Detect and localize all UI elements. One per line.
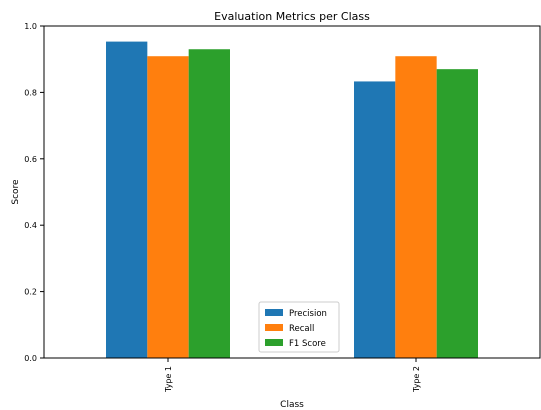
bar-recall-type-2 bbox=[395, 56, 437, 359]
y-tick-label: 0.2 bbox=[24, 288, 37, 297]
bar-f1-score-type-1 bbox=[188, 49, 230, 359]
bar-precision-type-2 bbox=[354, 81, 396, 358]
y-tick-label: 0.0 bbox=[24, 354, 37, 363]
bar-precision-type-1 bbox=[106, 41, 148, 358]
x-tick-label: Type 2 bbox=[412, 366, 421, 393]
legend-label-precision: Precision bbox=[289, 309, 327, 319]
x-axis: Type 1 Type 2 bbox=[164, 358, 421, 393]
y-tick-label: 0.4 bbox=[24, 221, 37, 230]
y-tick-label: 0.8 bbox=[24, 88, 37, 97]
legend-swatch-f1-score bbox=[265, 339, 283, 346]
chart-title: Evaluation Metrics per Class bbox=[214, 10, 370, 23]
plot-frame bbox=[43, 25, 541, 359]
x-axis-label: Class bbox=[280, 400, 304, 410]
y-axis: 0.0 0.2 0.4 0.6 0.8 1.0 bbox=[24, 22, 44, 363]
legend-label-f1-score: F1 Score bbox=[289, 339, 326, 349]
legend-swatch-precision bbox=[265, 309, 283, 316]
bars-layer bbox=[106, 41, 478, 359]
legend-label-recall: Recall bbox=[289, 324, 314, 334]
bar-f1-score-type-2 bbox=[436, 69, 478, 358]
legend-swatch-recall bbox=[265, 324, 283, 331]
bar-recall-type-1 bbox=[147, 56, 189, 359]
y-axis-label: Score bbox=[11, 179, 21, 205]
y-tick-label: 0.6 bbox=[24, 155, 37, 164]
y-tick-label: 1.0 bbox=[24, 22, 37, 31]
x-tick-label: Type 1 bbox=[164, 366, 173, 393]
legend: Precision Recall F1 Score bbox=[258, 301, 340, 353]
